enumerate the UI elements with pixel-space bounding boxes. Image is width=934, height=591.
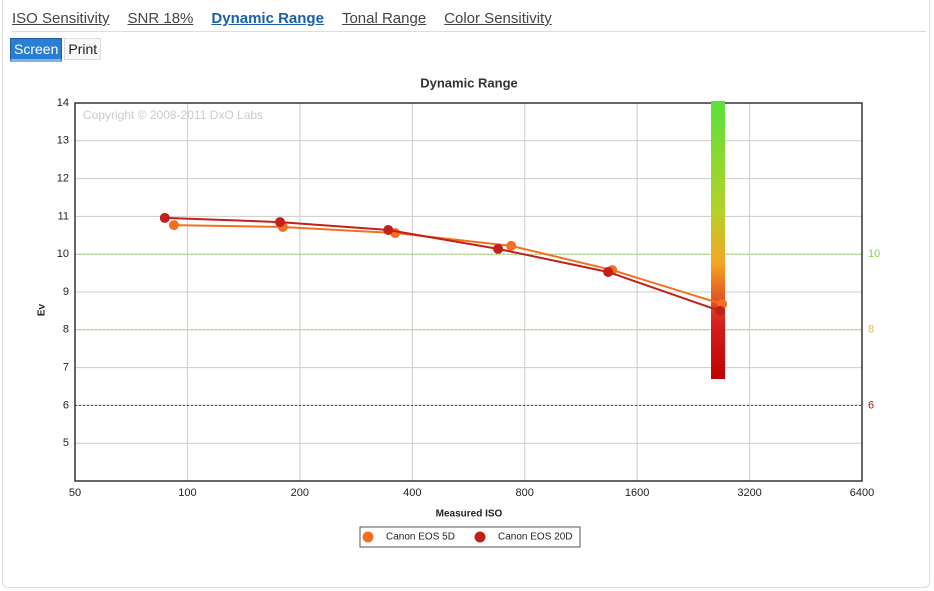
point [506, 240, 517, 251]
tab[interactable]: SNR 18% [127, 10, 194, 27]
x-axis-label: Measured ISO [436, 509, 503, 520]
y-tick-label: 11 [58, 210, 69, 222]
reference-label: 8 [868, 324, 874, 336]
tab[interactable]: ISO Sensitivity [12, 10, 110, 27]
y-tick-label: 14 [57, 97, 69, 109]
view-button[interactable]: Print [64, 38, 102, 60]
point [275, 217, 286, 228]
legend-marker [362, 531, 374, 543]
point [159, 212, 170, 223]
point [715, 305, 726, 316]
reference-label: 10 [868, 248, 880, 260]
y-tick-label: 12 [57, 173, 69, 185]
x-tick-label: 200 [291, 487, 309, 499]
button-bar: Screen Print [10, 38, 103, 62]
y-tick-label: 6 [63, 399, 69, 411]
y-tick-label: 9 [63, 286, 69, 298]
y-axis-label: Ev [37, 303, 48, 316]
y-tick-label: 5 [63, 437, 69, 449]
reference-label: 6 [868, 399, 874, 411]
plot-border [74, 102, 863, 482]
x-tick-label: 800 [516, 487, 534, 499]
x-tick-label: 400 [403, 487, 421, 499]
range-bar [711, 101, 725, 379]
x-tick-label: 3200 [737, 487, 761, 499]
x-tick-label: 100 [178, 487, 196, 499]
series-line [164, 216, 721, 312]
y-tick-label: 7 [63, 362, 69, 374]
tab-bar: ISO Sensitivity SNR 18% Dynamic Range Tonal… [12, 10, 926, 32]
copyright: Copyright © 2008-2011 DxO Labs [83, 108, 263, 122]
legend-label: Canon EOS 5D [386, 532, 455, 543]
x-tick-label: 6400 [850, 487, 874, 499]
point [168, 220, 179, 231]
y-tick-label: 10 [57, 248, 69, 260]
series-line [173, 224, 723, 306]
point [493, 243, 504, 254]
tab[interactable]: Dynamic Range [211, 10, 324, 27]
legend-box [359, 526, 581, 548]
point [603, 266, 614, 277]
y-tick-label: 8 [63, 324, 69, 336]
legend-label: Canon EOS 20D [498, 532, 573, 543]
tab[interactable]: Color Sensitivity [444, 10, 552, 27]
view-button[interactable]: Screen [10, 38, 63, 62]
x-tick-label: 1600 [625, 487, 649, 499]
legend-marker [474, 531, 486, 543]
y-tick-label: 13 [57, 135, 69, 147]
x-tick-label: 50 [69, 487, 81, 499]
point [383, 225, 394, 236]
tab[interactable]: Tonal Range [341, 10, 427, 27]
chart-title: Dynamic Range [420, 75, 518, 90]
